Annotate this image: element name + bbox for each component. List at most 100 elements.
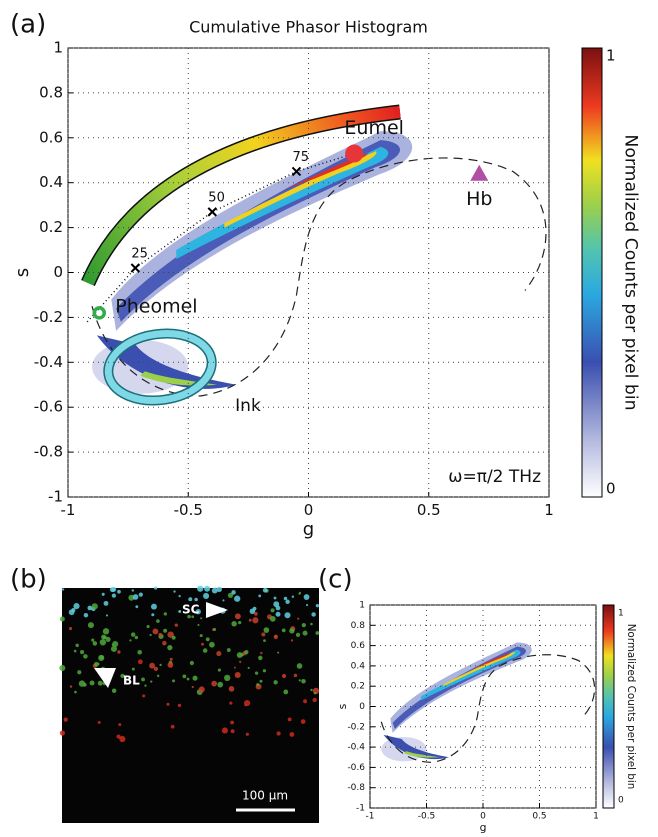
speckle (234, 613, 241, 620)
y-tick-label: -0.8 (347, 783, 365, 793)
speckle (59, 665, 66, 672)
y-axis-label: s (12, 268, 33, 277)
speckle (87, 605, 93, 611)
speckle (74, 690, 77, 694)
speckle (315, 631, 320, 635)
speckle (269, 615, 276, 622)
speckle (101, 592, 105, 596)
annotation: ω=π/2 THz (448, 467, 541, 487)
y-tick-label: -0.2 (34, 308, 63, 326)
speckle (297, 617, 300, 620)
speckle (111, 643, 115, 646)
speckle (245, 732, 249, 736)
speckle (301, 678, 306, 684)
speckle (149, 662, 156, 669)
speckle (167, 631, 174, 638)
speckle (216, 586, 222, 593)
speckle (281, 628, 286, 633)
y-tick-label: 0.4 (351, 661, 366, 671)
trajectory (86, 152, 355, 323)
speckle (178, 594, 181, 598)
x-tick-label: 1 (593, 812, 599, 822)
image-label: SC (182, 603, 200, 617)
chart-title: Cumulative Phasor Histogram (189, 18, 428, 37)
speckle (73, 649, 77, 653)
speckle (200, 617, 203, 620)
speckle (198, 686, 205, 693)
speckle (137, 649, 142, 655)
speckle (231, 590, 236, 595)
speckle (113, 589, 116, 592)
speckle (261, 632, 266, 637)
speckle (142, 694, 146, 698)
speckle (154, 586, 158, 590)
y-tick-label: -0.4 (34, 353, 63, 371)
speckle (159, 663, 162, 667)
speckle (275, 611, 281, 617)
trajectory-label: 75 (292, 150, 309, 165)
speckle (111, 593, 117, 598)
speckle (83, 654, 88, 659)
speckle (238, 621, 242, 625)
speckle (258, 594, 262, 598)
y-tick-label: -0.8 (34, 443, 63, 461)
speckle (221, 727, 228, 734)
speckle (87, 622, 94, 629)
speckle (182, 674, 187, 679)
colorbar-tick-label: 1 (618, 609, 624, 619)
speckle (80, 650, 85, 655)
speckle (273, 601, 280, 608)
colorbar (581, 47, 603, 498)
micrograph (62, 588, 319, 823)
y-tick-label: 0.4 (39, 173, 63, 191)
speckle (77, 670, 82, 675)
speckle (213, 628, 217, 631)
speckle (151, 603, 157, 610)
speckle (310, 688, 313, 692)
speckle (248, 618, 252, 622)
speckle (233, 666, 236, 669)
speckle (283, 596, 288, 601)
speckle (306, 603, 309, 607)
speckle (273, 634, 278, 640)
speckle (83, 612, 89, 618)
speckle (254, 671, 259, 675)
speckle (134, 635, 139, 640)
speckle (61, 588, 65, 591)
speckle (226, 648, 231, 652)
speckle (167, 662, 174, 668)
ink-ellipse (104, 330, 216, 404)
speckle (156, 674, 160, 678)
panel-label: (b) (10, 565, 47, 595)
x-tick-label: -0.5 (174, 501, 203, 519)
speckle (170, 724, 175, 729)
speckle (146, 624, 150, 629)
speckle (99, 655, 104, 660)
speckle (131, 589, 134, 592)
speckle (285, 599, 290, 605)
speckle (177, 703, 182, 708)
y-tick-label: 0.2 (39, 218, 63, 236)
speckle (117, 589, 121, 594)
speckle (156, 619, 160, 623)
speckle (315, 603, 320, 608)
speckle (91, 603, 98, 610)
speckle (195, 609, 201, 615)
speckle (216, 651, 222, 657)
y-tick-label: 0.6 (351, 641, 366, 651)
speckle (303, 594, 310, 600)
speckle (150, 680, 153, 683)
speckle (63, 717, 68, 722)
y-tick-label: 0 (53, 263, 63, 281)
speckle (162, 640, 167, 646)
x-tick-label: -1 (61, 501, 76, 519)
speckle (296, 663, 303, 669)
speckle (131, 667, 135, 671)
x-tick-label: 0.5 (417, 501, 441, 519)
colorbar-tick-label: 0 (606, 480, 616, 498)
y-tick-label: 0.8 (39, 83, 63, 101)
arrow (94, 668, 116, 688)
speckle (287, 717, 292, 722)
speckle (197, 585, 204, 592)
speckle (174, 623, 178, 627)
